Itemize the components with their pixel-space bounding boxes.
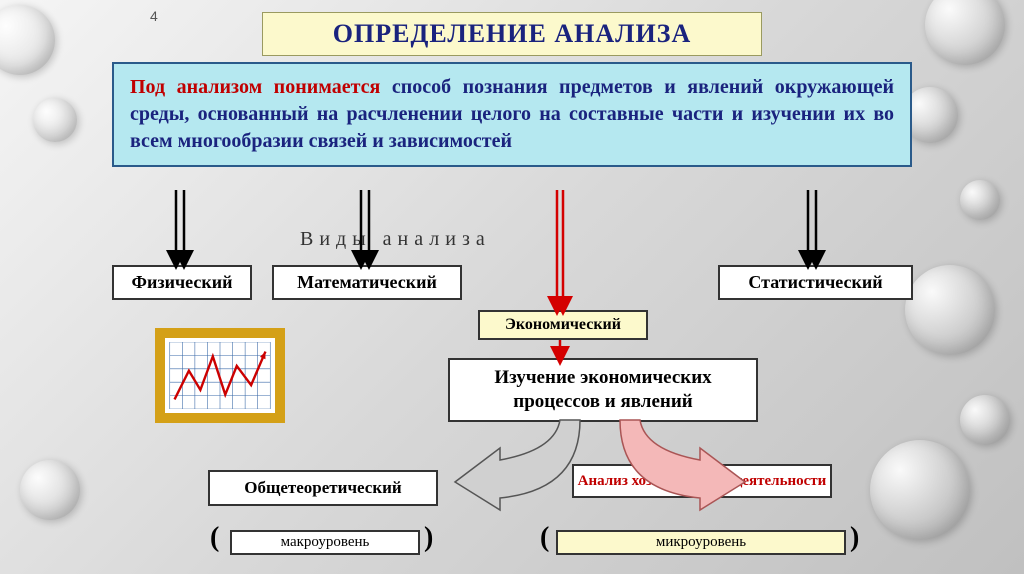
curve-arrow-left (455, 420, 580, 510)
type-economic: Экономический (478, 310, 648, 340)
study-box: Изучение экономических процессов и явлен… (448, 358, 758, 422)
bracket-right-open: ( (540, 522, 549, 554)
type-statistical: Статистический (718, 265, 913, 300)
subtitle-types: Виды анализа (300, 228, 491, 251)
definition-box: Под анализом понимается способ познания … (112, 62, 912, 167)
title: ОПРЕДЕЛЕНИЕ АНАЛИЗА (262, 12, 762, 56)
type-physical: Физический (112, 265, 252, 300)
level-micro: микроуровень (556, 530, 846, 555)
bubble-decoration (870, 440, 970, 540)
bracket-left-close: ) (424, 522, 433, 554)
bubble-decoration (905, 265, 995, 355)
bubble-decoration (960, 180, 1000, 220)
bracket-right-close: ) (850, 522, 859, 554)
bracket-left-open: ( (210, 522, 219, 554)
bubble-decoration (0, 5, 55, 75)
bubble-decoration (33, 98, 77, 142)
level-macro: макроуровень (230, 530, 420, 555)
definition-red: Под анализом понимается (130, 76, 380, 98)
type-mathematical: Математический (272, 265, 462, 300)
chart-icon (155, 328, 285, 423)
branch-theoretical: Общетеоретический (208, 470, 438, 506)
bubble-decoration (20, 460, 80, 520)
page-number: 4 (150, 8, 158, 24)
branch-activity: Анализ хозяйственной деятельности (572, 464, 832, 498)
bubble-decoration (925, 0, 1005, 65)
bubble-decoration (960, 395, 1010, 445)
chart-svg (169, 342, 271, 409)
